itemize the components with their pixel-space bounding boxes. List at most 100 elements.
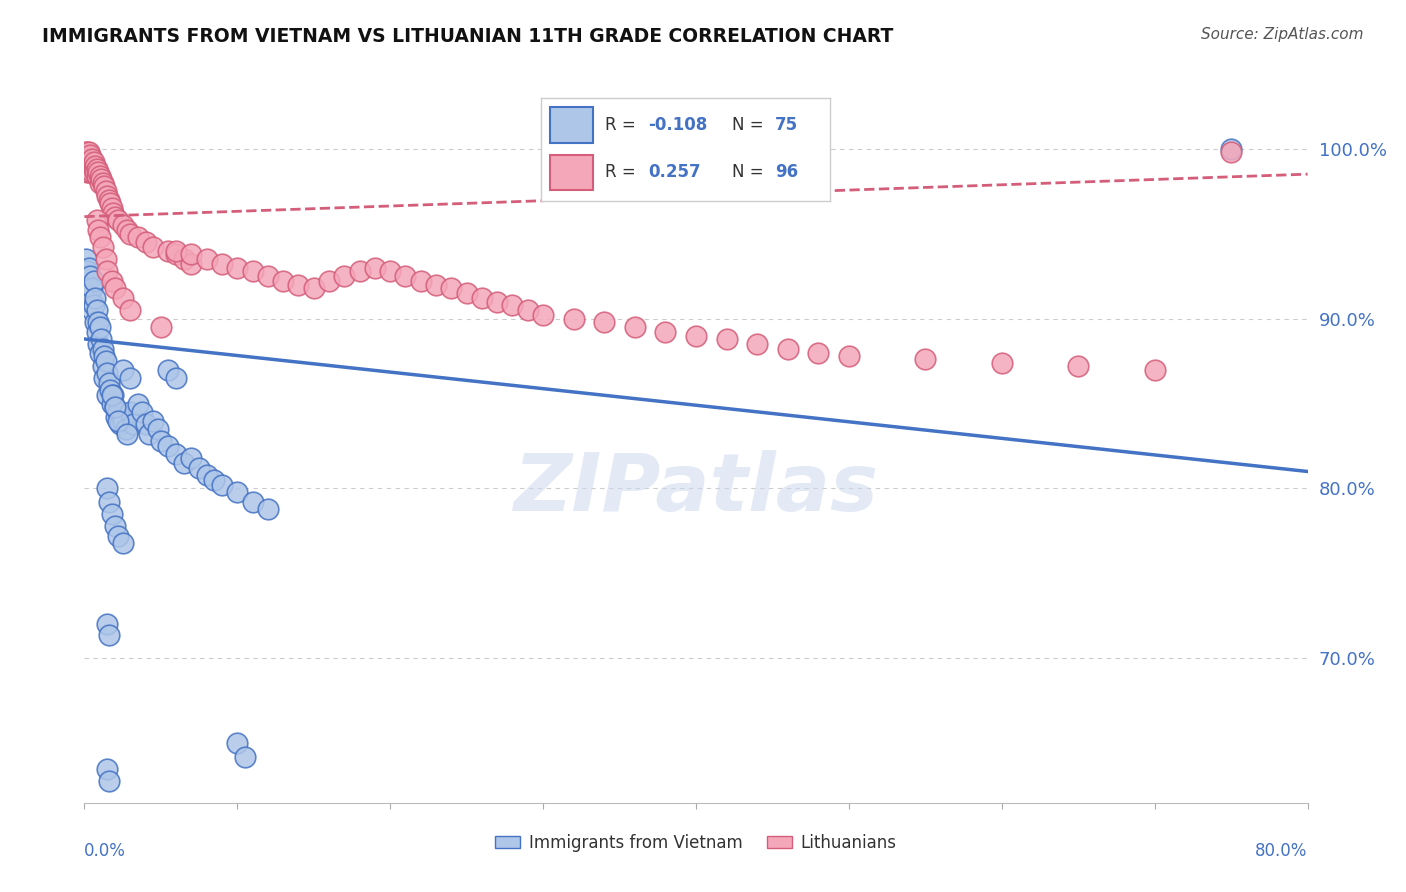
Point [77,286,100,301]
Point [115,223,138,237]
Point [114,422,136,436]
Text: Source: ZipAtlas.com: Source: ZipAtlas.com [1201,27,1364,42]
Point [122,417,145,431]
Point [80,152,103,166]
Text: R =: R = [605,163,636,181]
Point [146,422,169,436]
Point [96,388,118,402]
Point [103,388,125,402]
Point [1220,142,1243,156]
Point [242,264,264,278]
Point [104,281,127,295]
Point [107,213,129,227]
Point [271,274,294,288]
Point [287,277,309,292]
Point [101,201,124,215]
Point [104,400,127,414]
Point [111,362,134,376]
Point [86,325,108,339]
Point [75,145,97,159]
Point [96,617,118,632]
Point [149,320,172,334]
Point [211,478,233,492]
Point [333,269,356,284]
Point [1220,145,1243,159]
Point [84,159,107,173]
Point [77,152,100,166]
Point [456,286,478,301]
Point [86,303,108,318]
Point [93,179,115,194]
Point [440,281,463,295]
Point [486,294,509,309]
Point [90,332,112,346]
Point [107,413,129,427]
Point [120,227,142,241]
Point [776,342,799,356]
Point [180,257,202,271]
Point [226,736,249,750]
Point [108,417,131,431]
Point [101,396,124,410]
Point [83,162,105,177]
Point [77,145,100,159]
Point [716,332,738,346]
Point [84,165,107,179]
Point [77,260,100,275]
Point [157,244,180,258]
Point [91,240,114,254]
Point [79,294,101,309]
Point [97,495,120,509]
Point [87,337,110,351]
Text: N =: N = [731,116,763,135]
Text: 75: 75 [775,116,797,135]
Point [96,189,118,203]
Point [562,311,585,326]
Point [104,519,127,533]
Point [502,298,524,312]
Point [914,352,936,367]
Point [195,252,218,266]
Point [75,155,97,169]
Point [86,213,108,227]
Point [138,427,160,442]
Point [98,383,121,397]
Point [75,150,97,164]
Point [142,413,165,427]
Point [104,400,127,414]
Text: -0.108: -0.108 [648,116,707,135]
Point [135,235,157,249]
Text: 96: 96 [775,163,797,181]
Point [202,473,225,487]
Point [83,155,105,169]
Point [838,349,860,363]
Point [75,252,97,266]
Point [364,260,387,275]
Point [79,162,101,177]
Point [79,148,101,162]
Point [127,396,149,410]
Point [80,159,103,173]
Point [77,159,100,173]
Point [97,773,120,788]
Point [135,417,157,431]
Point [165,244,187,258]
Point [165,371,187,385]
Point [165,448,187,462]
Point [233,750,256,764]
Point [101,388,124,402]
Point [120,371,142,385]
Point [96,264,118,278]
Point [180,450,202,465]
Text: 0.257: 0.257 [648,163,700,181]
Point [142,240,165,254]
Point [96,366,118,380]
Point [107,529,129,543]
Point [97,627,120,641]
Point [105,410,128,425]
Point [107,405,129,419]
Point [115,427,138,442]
Point [349,264,371,278]
Legend: Immigrants from Vietnam, Lithuanians: Immigrants from Vietnam, Lithuanians [489,828,903,859]
Text: 80.0%: 80.0% [1256,842,1308,860]
